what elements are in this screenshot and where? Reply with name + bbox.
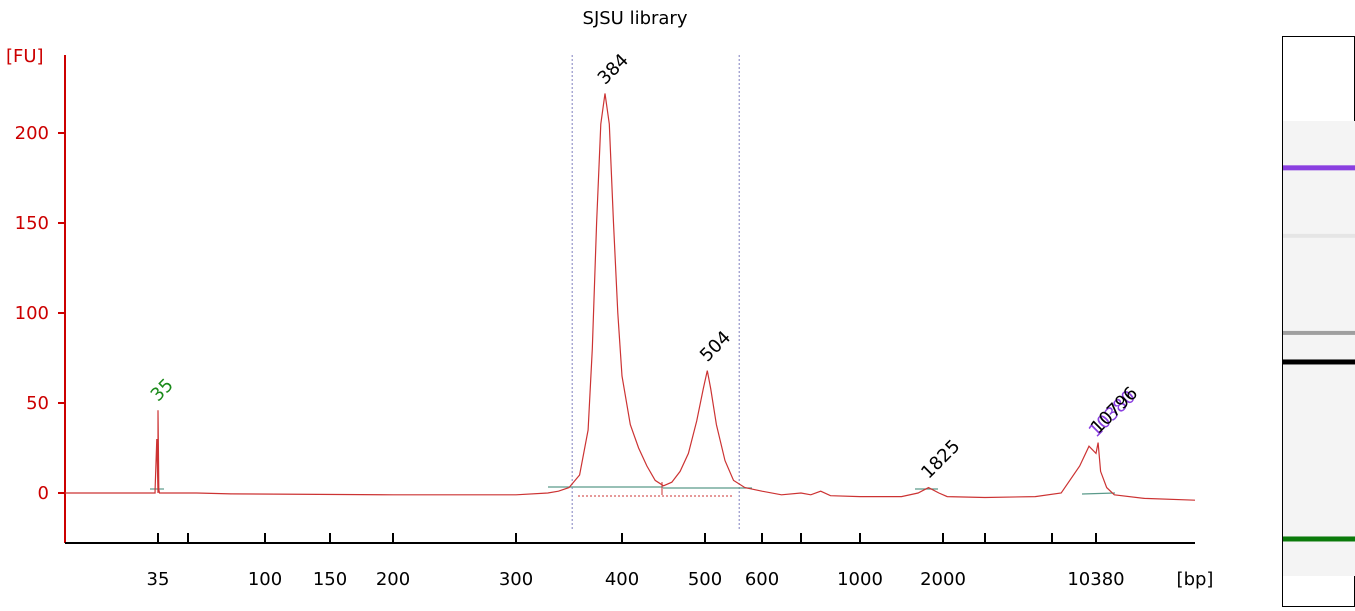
electropherogram-chart: [FU] 0 50 100 150 200 35 100 150 200 300 400 500 600 1…	[6, 46, 1213, 590]
trace-group	[65, 93, 1196, 501]
y-tick-label: 150	[15, 213, 49, 234]
gel-lane-background	[1283, 121, 1355, 576]
region-lines-group	[571, 55, 740, 530]
x-tick-label: 100	[248, 569, 282, 590]
x-tick-label: 500	[688, 569, 722, 590]
gel-band	[1283, 536, 1355, 542]
peak-baseline	[1081, 492, 1116, 495]
x-tick-label: 150	[313, 569, 347, 590]
x-tick-label: 600	[745, 569, 779, 590]
gel-band	[1283, 359, 1355, 365]
y-axis-label: [FU]	[6, 46, 44, 67]
peak-label: 10796	[1087, 383, 1142, 438]
baselines-group	[150, 482, 1116, 497]
x-tick-label: 1000	[837, 569, 883, 590]
x-tick-label: 200	[376, 569, 410, 590]
gel-band	[1283, 233, 1355, 238]
gel-lane-image	[1281, 35, 1355, 608]
x-tick-label: 35	[147, 569, 170, 590]
chart-title: SJSU library	[582, 8, 688, 29]
gel-band	[1283, 330, 1355, 335]
x-axis-label: [bp]	[1177, 569, 1214, 590]
y-tick-label: 50	[26, 393, 49, 414]
gel-band	[1283, 165, 1355, 171]
peak-label: 504	[696, 327, 735, 366]
y-tick-label: 200	[15, 123, 49, 144]
gel-lane	[1281, 35, 1355, 608]
x-tick-label: 300	[499, 569, 533, 590]
trace-line	[65, 93, 1196, 501]
y-tick-label: 100	[15, 303, 49, 324]
peak-label: 35	[147, 375, 178, 406]
axes-group: [FU] 0 50 100 150 200 35 100 150 200 300 400 500 600 1…	[6, 46, 1213, 590]
y-tick-label: 0	[38, 483, 49, 504]
x-tick-label: 10380	[1067, 569, 1124, 590]
x-tick-label: 400	[605, 569, 639, 590]
peak-label: 384	[594, 50, 633, 89]
x-tick-label: 2000	[920, 569, 966, 590]
peak-label: 1825	[917, 436, 964, 483]
